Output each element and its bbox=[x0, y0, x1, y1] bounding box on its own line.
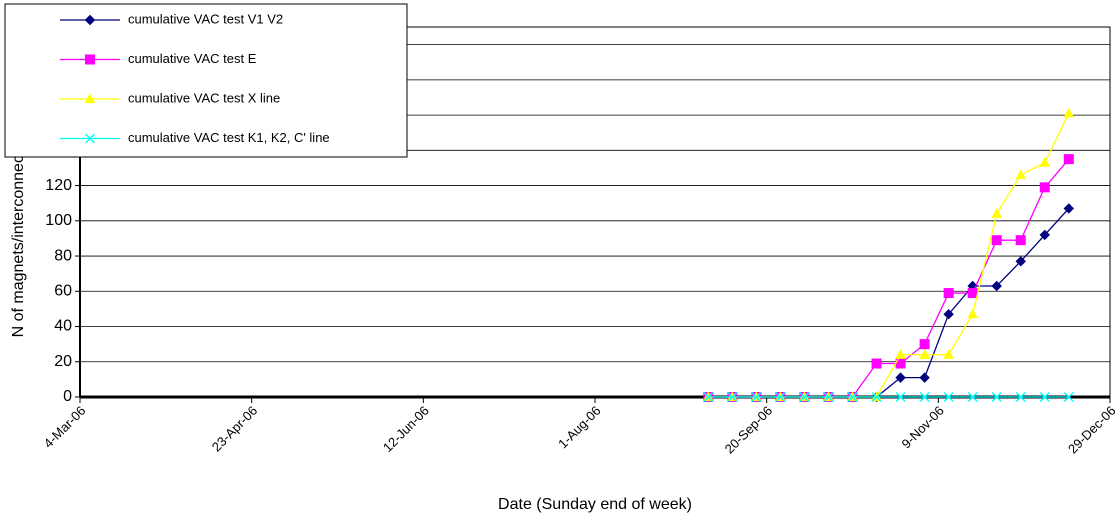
x-tick-label: 9-Nov-06 bbox=[898, 403, 946, 451]
point-marker bbox=[727, 391, 738, 403]
legend-marker bbox=[85, 54, 95, 65]
x-tick-label: 23-Apr-06 bbox=[209, 403, 260, 454]
point-marker bbox=[895, 391, 906, 403]
point-marker bbox=[895, 372, 906, 383]
point-marker bbox=[1063, 203, 1075, 214]
point-marker bbox=[1015, 391, 1026, 403]
point-marker bbox=[1063, 154, 1074, 165]
point-marker bbox=[919, 391, 930, 403]
point-marker bbox=[991, 208, 1003, 218]
legend-box bbox=[4, 3, 408, 158]
point-marker bbox=[1039, 391, 1050, 403]
point-marker bbox=[1015, 256, 1026, 267]
y-tick-label: 100 bbox=[45, 212, 72, 229]
x-axis-label: Date (Sunday end of week) bbox=[498, 496, 692, 513]
point-marker bbox=[823, 391, 834, 403]
legend-label: cumulative VAC test K1, K2, C' line bbox=[128, 130, 330, 145]
y-tick-label: 120 bbox=[45, 177, 72, 194]
point-marker bbox=[943, 288, 954, 299]
legend-marker bbox=[84, 93, 96, 104]
y-tick-label: 40 bbox=[54, 318, 72, 335]
point-marker bbox=[991, 235, 1002, 246]
y-tick-label: 60 bbox=[54, 283, 72, 300]
point-marker bbox=[1039, 229, 1050, 241]
point-marker bbox=[919, 349, 930, 359]
point-marker bbox=[847, 391, 858, 403]
point-marker bbox=[919, 339, 930, 350]
legend-marker bbox=[84, 14, 96, 26]
point-marker bbox=[967, 308, 979, 319]
point-marker bbox=[799, 391, 810, 403]
legend-label: cumulative VAC test X line bbox=[128, 90, 280, 105]
point-marker bbox=[991, 280, 1002, 292]
x-tick-label: 1-Aug-06 bbox=[555, 403, 603, 451]
y-axis-label: N of magnets/interconnects bbox=[10, 143, 27, 338]
point-marker bbox=[895, 349, 906, 359]
legend: cumulative VAC test V1 V2 cumulative VAC … bbox=[4, 3, 408, 158]
point-marker bbox=[1063, 107, 1075, 118]
point-marker bbox=[943, 308, 954, 320]
x-tick-label: 20-Sep-06 bbox=[722, 403, 776, 457]
point-marker bbox=[991, 391, 1002, 403]
point-marker bbox=[751, 391, 762, 403]
point-marker bbox=[1039, 182, 1050, 193]
point-marker bbox=[919, 372, 930, 383]
point-marker bbox=[943, 391, 954, 403]
point-marker bbox=[1039, 157, 1051, 167]
y-tick-label: 20 bbox=[54, 353, 72, 370]
legend-label: cumulative VAC test E bbox=[128, 51, 257, 66]
point-marker bbox=[871, 358, 882, 369]
point-marker bbox=[967, 288, 978, 299]
point-marker bbox=[1015, 235, 1026, 246]
point-marker bbox=[871, 391, 882, 403]
point-marker bbox=[1015, 169, 1027, 180]
point-marker bbox=[703, 391, 714, 403]
x-tick-label: 4-Mar-06 bbox=[41, 403, 89, 451]
x-tick-label: 12-Jun-06 bbox=[380, 403, 432, 455]
point-marker bbox=[775, 391, 786, 403]
point-marker bbox=[1063, 391, 1074, 403]
point-marker bbox=[967, 391, 978, 403]
legend-marker bbox=[84, 133, 96, 144]
y-tick-label: 0 bbox=[63, 388, 72, 405]
point-marker bbox=[943, 349, 954, 359]
y-tick-label: 80 bbox=[54, 247, 72, 264]
legend-label: cumulative VAC test V1 V2 bbox=[128, 11, 283, 26]
x-tick-label: 29-Dec-06 bbox=[1065, 403, 1115, 457]
